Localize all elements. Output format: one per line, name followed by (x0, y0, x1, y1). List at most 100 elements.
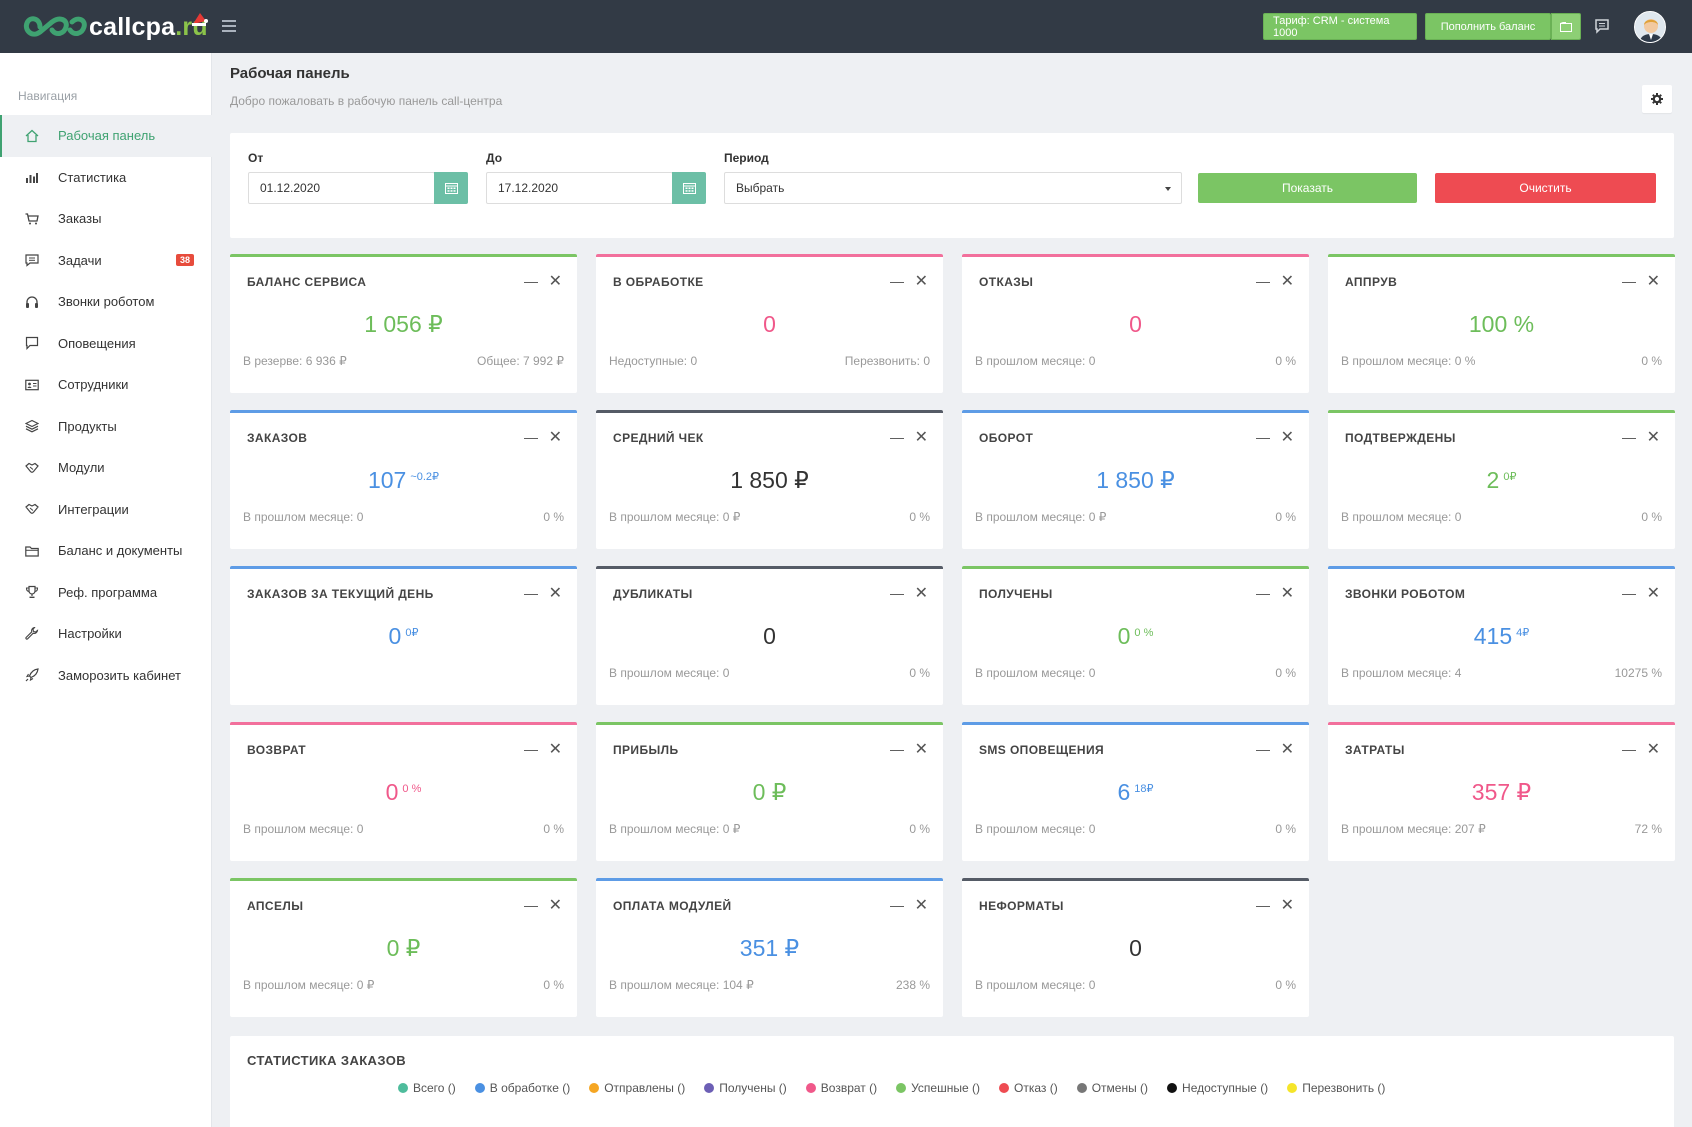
close-icon[interactable]: ✕ (1646, 741, 1660, 758)
minimize-icon[interactable]: — (1622, 585, 1636, 601)
minimize-icon[interactable]: — (890, 741, 904, 757)
card-footer-right: 10275 % (1614, 666, 1662, 680)
card-value: 6 18₽ (962, 779, 1309, 806)
minimize-icon[interactable]: — (890, 897, 904, 913)
sidebar-item-8[interactable]: Продукты (0, 406, 212, 448)
minimize-icon[interactable]: — (890, 429, 904, 445)
sidebar-item-9[interactable]: Модули (0, 447, 212, 489)
legend-dot (1076, 1083, 1087, 1093)
topup-balance-button[interactable]: Пополнить баланс (1425, 13, 1551, 40)
close-icon[interactable]: ✕ (548, 585, 562, 602)
sidebar-item-6[interactable]: Оповещения (0, 323, 212, 365)
close-icon[interactable]: ✕ (914, 429, 928, 446)
legend-label: Отправлены () (604, 1081, 686, 1095)
logo[interactable]: callcpa.ru (22, 8, 208, 46)
legend-label: Недоступные () (1182, 1081, 1269, 1095)
id-card-icon (24, 377, 40, 393)
close-icon[interactable]: ✕ (548, 741, 562, 758)
close-icon[interactable]: ✕ (1280, 273, 1294, 290)
card-value-main: 415 (1473, 623, 1513, 649)
settings-button[interactable] (1642, 85, 1672, 113)
sidebar-item-4[interactable]: Задачи 38 (0, 240, 212, 282)
close-icon[interactable]: ✕ (1280, 585, 1294, 602)
from-date-input[interactable]: 01.12.2020 (248, 172, 435, 204)
legend-item[interactable]: Всего () (398, 1081, 456, 1095)
minimize-icon[interactable]: — (1256, 897, 1270, 913)
minimize-icon[interactable]: — (1622, 273, 1636, 289)
sidebar-item-label: Статистика (58, 169, 127, 185)
legend-item[interactable]: Перезвонить () (1287, 1081, 1385, 1095)
minimize-icon[interactable]: — (524, 273, 538, 289)
close-icon[interactable]: ✕ (548, 429, 562, 446)
close-icon[interactable]: ✕ (1646, 273, 1660, 290)
stat-card: АПСЕЛЫ — ✕ 0 ₽ В прошлом месяце: 0 ₽ 0 % (230, 878, 577, 1017)
sidebar-item-12[interactable]: Реф. программа (0, 572, 212, 614)
sidebar-item-5[interactable]: Звонки роботом (0, 281, 212, 323)
minimize-icon[interactable]: — (1256, 273, 1270, 289)
stat-card: ПОДТВЕРЖДЕНЫ — ✕ 2 0₽ В прошлом месяце: 0 0 % (1328, 410, 1675, 549)
tariff-button[interactable]: Тариф: CRM - система 1000 (1263, 13, 1417, 40)
legend-label: Перезвонить () (1302, 1081, 1386, 1095)
minimize-icon[interactable]: — (890, 585, 904, 601)
close-icon[interactable]: ✕ (1280, 897, 1294, 914)
legend-item[interactable]: Отмены () (1076, 1081, 1148, 1095)
card-title: АПСЕЛЫ (247, 899, 304, 913)
wallet-icon[interactable] (1551, 13, 1581, 40)
legend-item[interactable]: Отказ () (998, 1081, 1058, 1095)
minimize-icon[interactable]: — (1256, 585, 1270, 601)
minimize-icon[interactable]: — (1622, 741, 1636, 757)
card-footer-right: 0 % (1275, 510, 1296, 524)
legend-item[interactable]: Успешные () (896, 1081, 980, 1095)
sidebar-item-14[interactable]: Заморозить кабинет (0, 655, 212, 697)
close-icon[interactable]: ✕ (1646, 429, 1660, 446)
minimize-icon[interactable]: — (524, 897, 538, 913)
to-date-input[interactable]: 17.12.2020 (486, 172, 673, 204)
sidebar-item-13[interactable]: Настройки (0, 613, 212, 655)
close-icon[interactable]: ✕ (914, 273, 928, 290)
close-icon[interactable]: ✕ (548, 897, 562, 914)
close-icon[interactable]: ✕ (914, 741, 928, 758)
menu-toggle-icon[interactable] (222, 20, 236, 32)
stat-card: ПРИБЫЛЬ — ✕ 0 ₽ В прошлом месяце: 0 ₽ 0 % (596, 722, 943, 861)
close-icon[interactable]: ✕ (1280, 741, 1294, 758)
legend-item[interactable]: Получены () (704, 1081, 787, 1095)
card-value-main: 351 ₽ (739, 935, 800, 961)
close-icon[interactable]: ✕ (914, 897, 928, 914)
user-avatar[interactable] (1634, 11, 1666, 43)
sidebar-item-3[interactable]: Заказы (0, 198, 212, 240)
close-icon[interactable]: ✕ (1280, 429, 1294, 446)
minimize-icon[interactable]: — (524, 585, 538, 601)
minimize-icon[interactable]: — (1622, 429, 1636, 445)
close-icon[interactable]: ✕ (548, 273, 562, 290)
chat-icon[interactable] (1594, 18, 1610, 34)
period-select[interactable]: Выбрать (724, 172, 1182, 204)
card-footer-left: Недоступные: 0 (609, 354, 698, 368)
card-value-main: 0 (763, 623, 776, 649)
sidebar-item-11[interactable]: Баланс и документы (0, 530, 212, 572)
legend-label: Всего () (413, 1081, 456, 1095)
legend-item[interactable]: В обработке () (474, 1081, 570, 1095)
legend-label: Отказ () (1013, 1081, 1058, 1095)
legend-item[interactable]: Отправлены () (589, 1081, 685, 1095)
nav-heading: Навигация (18, 89, 78, 103)
santa-hat-icon (191, 13, 208, 26)
card-footer-right: 72 % (1634, 822, 1662, 836)
sidebar-item-1[interactable]: Рабочая панель (0, 115, 212, 157)
sidebar-item-10[interactable]: Интеграции (0, 489, 212, 531)
sidebar-item-2[interactable]: Статистика (0, 157, 212, 199)
sidebar-item-7[interactable]: Сотрудники (0, 364, 212, 406)
show-button[interactable]: Показать (1198, 173, 1417, 203)
minimize-icon[interactable]: — (1256, 741, 1270, 757)
from-calendar-button[interactable] (434, 172, 468, 204)
minimize-icon[interactable]: — (1256, 429, 1270, 445)
minimize-icon[interactable]: — (524, 741, 538, 757)
minimize-icon[interactable]: — (524, 429, 538, 445)
to-calendar-button[interactable] (672, 172, 706, 204)
close-icon[interactable]: ✕ (914, 585, 928, 602)
minimize-icon[interactable]: — (890, 273, 904, 289)
legend-item[interactable]: Возврат () (805, 1081, 877, 1095)
close-icon[interactable]: ✕ (1646, 585, 1660, 602)
legend-item[interactable]: Недоступные () (1167, 1081, 1268, 1095)
clear-button[interactable]: Очистить (1435, 173, 1656, 203)
